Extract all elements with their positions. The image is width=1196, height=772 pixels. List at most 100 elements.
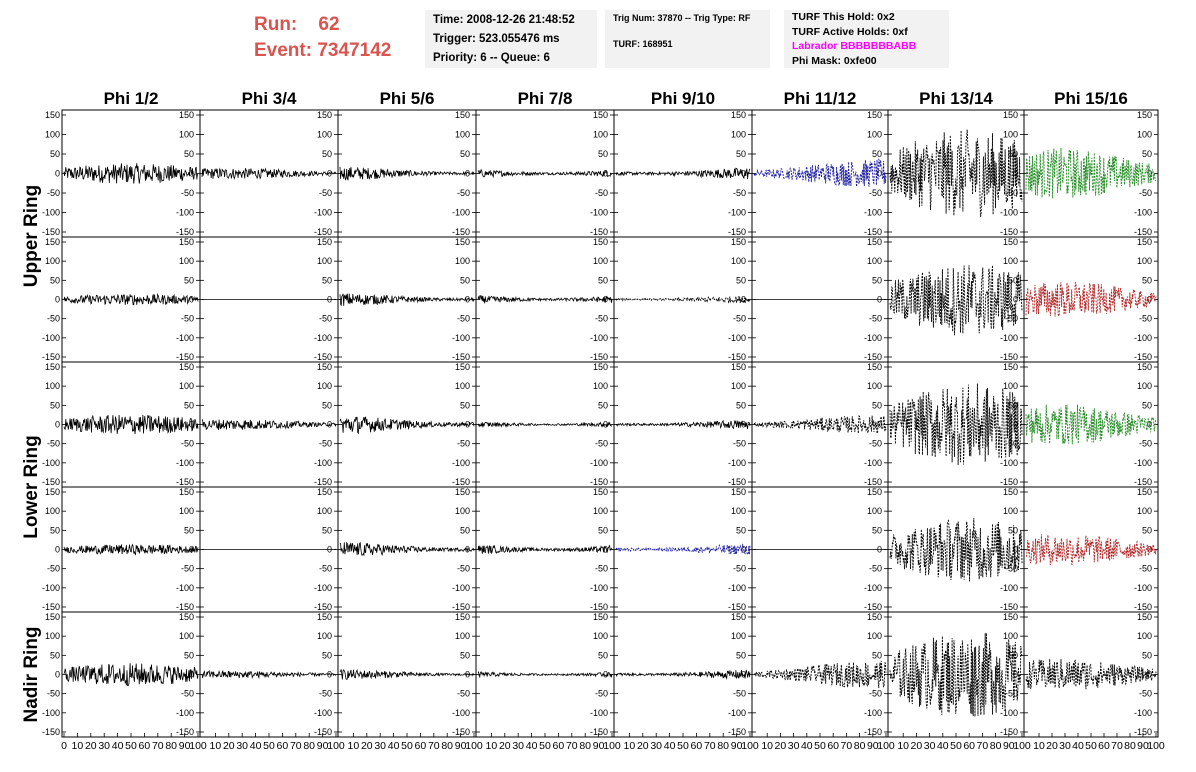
ytick-label: -150 [590, 352, 608, 362]
xtick-label: 40 [801, 740, 813, 752]
ytick-label: 50 [872, 149, 882, 159]
ytick-label: 150 [455, 362, 470, 372]
ytick-label: -50 [181, 439, 194, 449]
ytick-label: 50 [872, 275, 882, 285]
ytick-label: 50 [322, 650, 332, 660]
ytick-label: -100 [314, 458, 332, 468]
ytick-label: 150 [731, 110, 746, 120]
ytick-label: -50 [1139, 564, 1152, 574]
ytick-label: -100 [314, 708, 332, 718]
ytick-label: 150 [731, 237, 746, 247]
ytick-label: 50 [50, 400, 60, 410]
ytick-label: 50 [50, 650, 60, 660]
ytick-label: -150 [864, 477, 882, 487]
xtick-label: 100 [465, 740, 483, 752]
time-text: Time: 2008-12-26 21:48:52 [433, 14, 575, 26]
ytick-label: 0 [1013, 545, 1018, 555]
ytick-label: -100 [314, 333, 332, 343]
ytick-label: -100 [452, 333, 470, 343]
phi-mask-text: Phi Mask: 0xfe00 [792, 54, 877, 67]
xtick-label: 20 [85, 740, 97, 752]
ytick-label: -50 [869, 564, 882, 574]
xtick-label: 10 [897, 740, 909, 752]
xtick-label: 100 [1147, 740, 1165, 752]
ytick-label: -100 [452, 208, 470, 218]
ytick-label: -50 [1139, 439, 1152, 449]
ytick-label: -100 [452, 458, 470, 468]
waveform-r3-c7 [1025, 534, 1157, 566]
turf-hold-text: TURF This Hold: 0x2 [792, 11, 895, 23]
xtick-label: 10 [486, 740, 498, 752]
xtick-label: 10 [761, 740, 773, 752]
waveform-r4-c1 [201, 669, 337, 680]
waveform-r4-c2 [339, 668, 475, 680]
ytick-label: 50 [598, 275, 608, 285]
ytick-label: -50 [457, 439, 470, 449]
ytick-label: -50 [457, 314, 470, 324]
waveform-r0-c5 [753, 158, 887, 187]
xtick-label: 90 [317, 740, 329, 752]
ytick-label: -50 [319, 689, 332, 699]
ytick-label: -50 [47, 188, 60, 198]
xtick-label: 70 [1111, 740, 1123, 752]
ytick-label: -50 [319, 564, 332, 574]
ytick-label: 0 [603, 169, 608, 179]
ytick-label: -50 [181, 188, 194, 198]
xtick-label: 20 [637, 740, 649, 752]
xtick-label: 30 [512, 740, 524, 752]
ytick-label: 100 [1137, 631, 1152, 641]
column-header-2: Phi 3/4 [242, 89, 297, 108]
xtick-label: 20 [911, 740, 923, 752]
ytick-label: 150 [1137, 487, 1152, 497]
ytick-label: 100 [1003, 256, 1018, 266]
ytick-label: 0 [327, 670, 332, 680]
ytick-label: -100 [1000, 208, 1018, 218]
ytick-label: -50 [595, 564, 608, 574]
ytick-label: -100 [1134, 208, 1152, 218]
ytick-label: -100 [1000, 333, 1018, 343]
xtick-label: 80 [441, 740, 453, 752]
ytick-label: -150 [1134, 727, 1152, 737]
ytick-label: 150 [1003, 612, 1018, 622]
ytick-label: -100 [590, 333, 608, 343]
xtick-label: 80 [717, 740, 729, 752]
ytick-label: 0 [603, 670, 608, 680]
ytick-label: 150 [455, 110, 470, 120]
xtick-label: 90 [867, 740, 879, 752]
xtick-label: 90 [593, 740, 605, 752]
xtick-label: 80 [854, 740, 866, 752]
ytick-label: 150 [317, 362, 332, 372]
column-header-1: Phi 1/2 [104, 89, 159, 108]
xtick-label: 60 [963, 740, 975, 752]
labrador-text: Labrador BBBBBBBABB [792, 40, 917, 52]
ytick-label: 150 [731, 487, 746, 497]
xtick-label: 100 [741, 740, 759, 752]
ytick-label: 150 [1137, 612, 1152, 622]
ytick-label: 100 [867, 506, 882, 516]
waveform-r0-c3 [477, 168, 613, 179]
ytick-label: -100 [176, 708, 194, 718]
ytick-label: 150 [455, 237, 470, 247]
ytick-label: -100 [728, 208, 746, 218]
xtick-label: 50 [1085, 740, 1097, 752]
ytick-label: -50 [733, 564, 746, 574]
trigger-text: Trigger: 523.055476 ms [433, 33, 560, 45]
ytick-label: 100 [1003, 506, 1018, 516]
xtick-label: 20 [1046, 740, 1058, 752]
ytick-label: -150 [728, 477, 746, 487]
ytick-label: -50 [869, 188, 882, 198]
ytick-label: 0 [1013, 169, 1018, 179]
ytick-label: 100 [1003, 381, 1018, 391]
ytick-label: 150 [317, 110, 332, 120]
ytick-label: -100 [728, 583, 746, 593]
xtick-label: 60 [691, 740, 703, 752]
ytick-label: -50 [595, 439, 608, 449]
ytick-label: -50 [181, 689, 194, 699]
priority-text: Priority: 6 -- Queue: 6 [433, 52, 550, 64]
waveform-r4-c4 [615, 669, 751, 680]
ytick-label: 100 [593, 256, 608, 266]
ytick-label: -100 [1134, 583, 1152, 593]
ytick-label: 150 [1003, 362, 1018, 372]
waveform-r4-c6 [889, 633, 1023, 717]
xtick-label: 70 [152, 740, 164, 752]
